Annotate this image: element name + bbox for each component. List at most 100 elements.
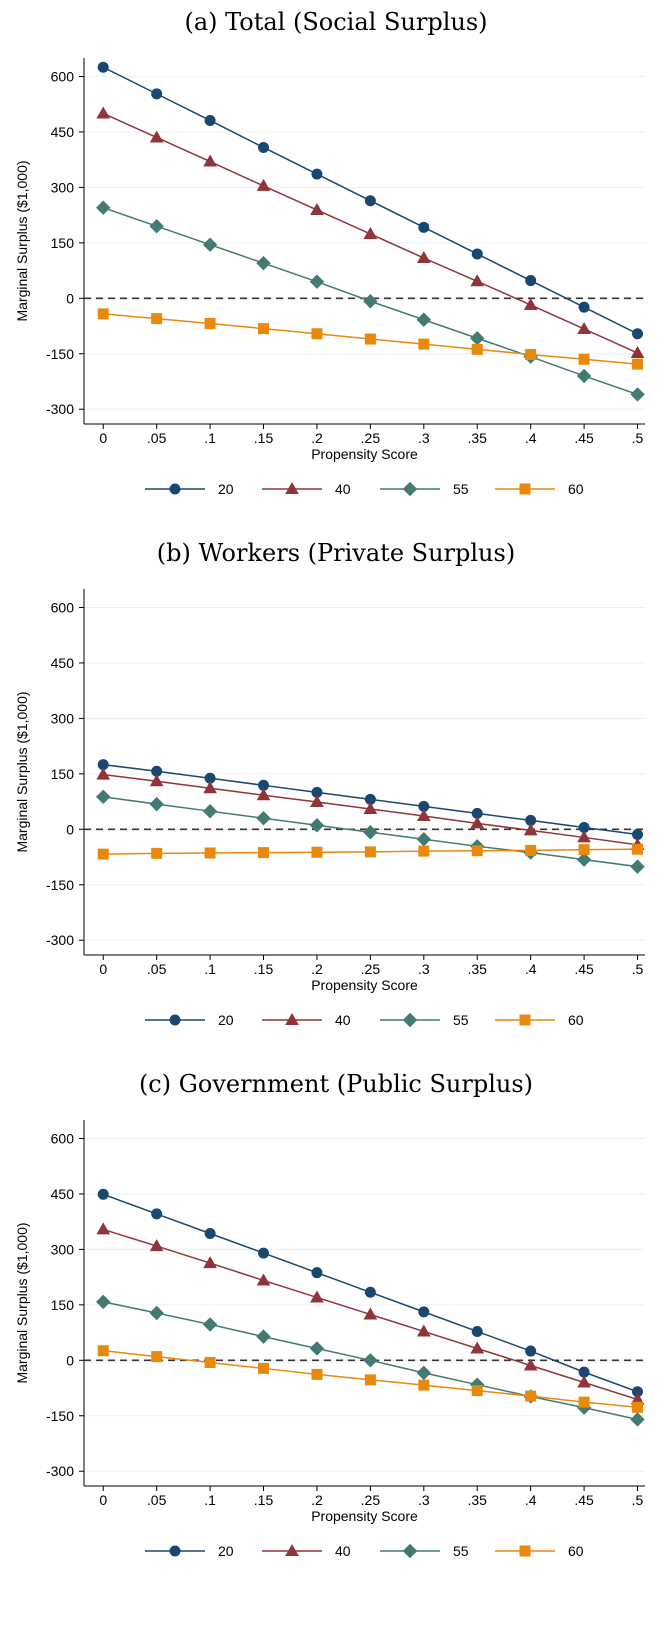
legend-label: 20 bbox=[218, 1012, 234, 1028]
x-tick-label: .2 bbox=[311, 1492, 323, 1508]
marker bbox=[577, 321, 591, 334]
marker bbox=[204, 114, 216, 126]
legend-label: 40 bbox=[335, 1012, 351, 1028]
marker bbox=[310, 794, 324, 807]
chart-title: (c) Government (Public Surplus) bbox=[139, 1070, 533, 1098]
marker bbox=[256, 788, 271, 801]
marker bbox=[418, 338, 430, 350]
marker bbox=[363, 825, 378, 840]
y-tick-label: 450 bbox=[51, 655, 75, 671]
x-tick-label: .35 bbox=[467, 430, 487, 446]
legend-marker bbox=[402, 1012, 418, 1028]
legend-marker bbox=[169, 1014, 181, 1026]
x-tick-label: .45 bbox=[574, 961, 594, 977]
y-axis-label: Marginal Surplus ($1,000) bbox=[14, 691, 30, 852]
marker bbox=[364, 846, 376, 858]
x-tick-label: 0 bbox=[99, 961, 107, 977]
marker bbox=[149, 1239, 164, 1252]
marker bbox=[256, 255, 271, 271]
marker bbox=[309, 274, 325, 289]
marker bbox=[578, 1396, 590, 1408]
marker bbox=[151, 1208, 163, 1220]
marker bbox=[364, 195, 376, 207]
marker bbox=[525, 1345, 537, 1357]
chart-panel: (b) Workers (Private Surplus) -300 -150 0 15… bbox=[14, 539, 645, 1028]
marker bbox=[97, 1188, 109, 1200]
x-tick-label: .2 bbox=[311, 961, 323, 977]
marker bbox=[632, 843, 644, 855]
legend-marker bbox=[169, 483, 181, 495]
marker bbox=[97, 1345, 109, 1357]
x-tick-label: .05 bbox=[147, 961, 167, 977]
marker bbox=[97, 61, 109, 73]
marker bbox=[204, 847, 216, 859]
y-axis-label: Marginal Surplus ($1,000) bbox=[14, 160, 30, 321]
x-tick-label: .25 bbox=[361, 430, 381, 446]
legend-marker bbox=[402, 1543, 418, 1559]
marker bbox=[311, 1267, 323, 1279]
marker bbox=[97, 308, 109, 320]
marker bbox=[418, 1306, 430, 1318]
marker bbox=[256, 1329, 271, 1344]
legend-marker bbox=[402, 481, 418, 497]
marker bbox=[576, 852, 592, 867]
marker bbox=[630, 859, 645, 874]
x-tick-label: .05 bbox=[147, 430, 167, 446]
marker bbox=[149, 130, 164, 143]
legend-label: 40 bbox=[335, 481, 351, 497]
x-axis-label: Propensity Score bbox=[311, 977, 418, 993]
marker bbox=[310, 1290, 324, 1303]
legend-label: 55 bbox=[453, 481, 469, 497]
marker bbox=[363, 294, 378, 309]
y-tick-label: 300 bbox=[51, 710, 75, 726]
marker bbox=[96, 767, 111, 780]
marker bbox=[630, 387, 645, 402]
x-tick-label: .4 bbox=[525, 961, 537, 977]
marker bbox=[203, 154, 217, 167]
marker bbox=[418, 1379, 430, 1391]
marker bbox=[151, 313, 163, 325]
legend-marker bbox=[169, 1545, 181, 1557]
marker bbox=[258, 1362, 270, 1374]
marker bbox=[416, 808, 431, 821]
marker bbox=[578, 353, 590, 365]
marker bbox=[204, 317, 216, 329]
x-tick-label: .5 bbox=[632, 1492, 644, 1508]
marker bbox=[364, 1286, 376, 1298]
marker bbox=[630, 346, 645, 359]
marker bbox=[416, 1365, 432, 1381]
marker bbox=[632, 358, 644, 370]
marker bbox=[416, 312, 432, 327]
x-tick-label: 0 bbox=[99, 430, 107, 446]
marker bbox=[364, 333, 376, 345]
y-tick-label: 150 bbox=[51, 235, 75, 251]
marker bbox=[309, 1341, 325, 1356]
legend-label: 60 bbox=[568, 481, 584, 497]
x-tick-label: .35 bbox=[467, 961, 487, 977]
marker bbox=[418, 845, 430, 857]
legend-marker bbox=[285, 1012, 299, 1025]
x-tick-label: .45 bbox=[574, 430, 594, 446]
marker bbox=[203, 1256, 217, 1269]
marker bbox=[471, 248, 483, 260]
marker bbox=[470, 331, 485, 346]
x-tick-label: .35 bbox=[467, 1492, 487, 1508]
x-tick-label: .15 bbox=[254, 961, 274, 977]
marker bbox=[204, 1357, 216, 1369]
marker bbox=[96, 789, 111, 804]
chart-panel: (a) Total (Social Surplus) -300 -150 0 150 30… bbox=[14, 8, 645, 497]
marker bbox=[577, 1375, 591, 1388]
x-tick-label: .1 bbox=[204, 430, 216, 446]
y-tick-label: -150 bbox=[46, 877, 74, 893]
chart-panel: (c) Government (Public Surplus) -300 -150 0… bbox=[14, 1070, 645, 1559]
x-tick-label: .2 bbox=[311, 430, 323, 446]
marker bbox=[256, 1273, 271, 1286]
marker bbox=[471, 1325, 483, 1337]
marker bbox=[471, 845, 483, 857]
marker bbox=[363, 801, 378, 814]
marker bbox=[309, 818, 325, 833]
marker bbox=[418, 221, 430, 233]
legend-label: 60 bbox=[568, 1543, 584, 1559]
marker bbox=[151, 1351, 163, 1363]
x-tick-label: .5 bbox=[632, 961, 644, 977]
